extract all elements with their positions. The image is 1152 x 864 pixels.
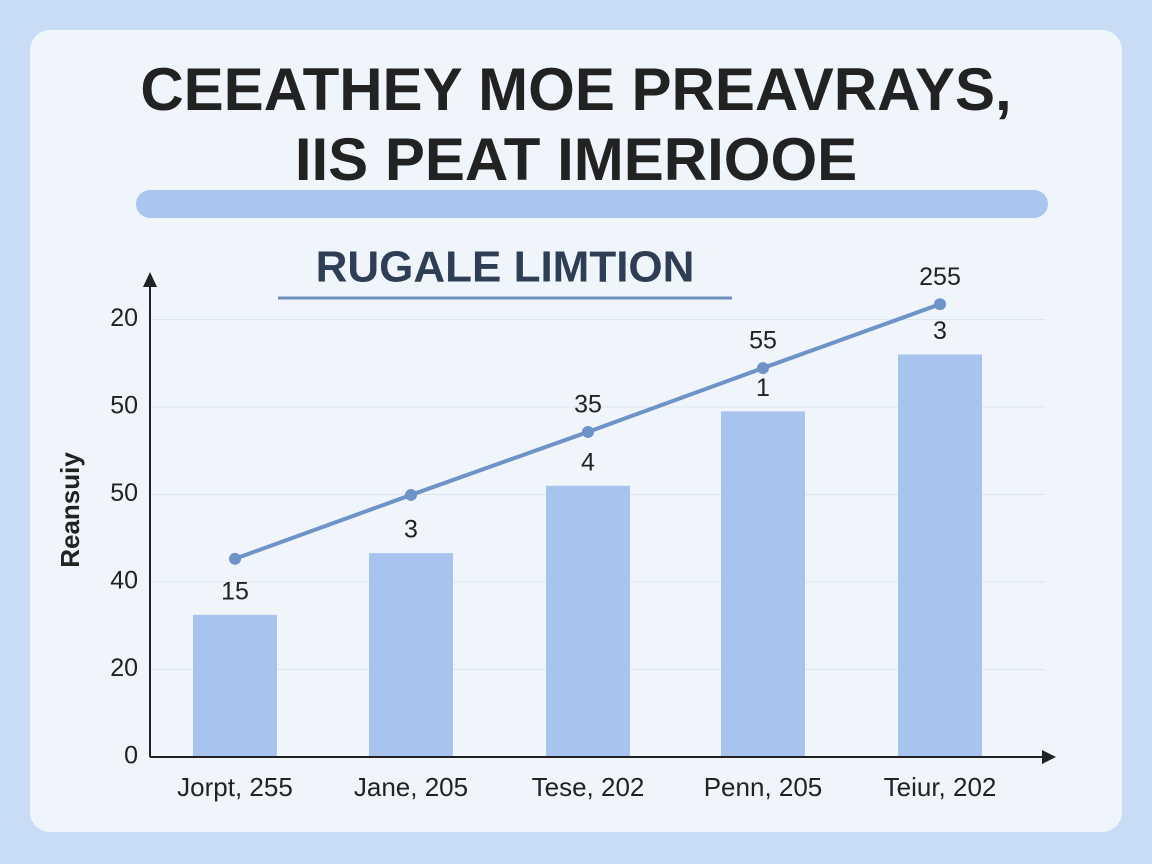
data-label: 35 [574, 391, 602, 419]
line-point [934, 298, 946, 311]
y-tick-label: 50 [110, 479, 138, 507]
line-point [757, 362, 769, 375]
chart-title: IIS PEAT IMERIOOE [295, 126, 857, 193]
y-axis-label: Reansuiy [55, 452, 85, 568]
data-label: 3 [933, 317, 947, 345]
line-point [582, 425, 594, 438]
data-label: 15 [221, 577, 249, 605]
data-label: 1 [756, 374, 770, 402]
line-point [405, 488, 417, 501]
data-label: 255 [919, 263, 961, 291]
x-axis-arrow [1042, 750, 1056, 764]
bar [721, 411, 805, 757]
title-bar [136, 190, 1048, 218]
y-tick-label: 20 [110, 654, 138, 682]
bar [546, 485, 630, 757]
x-tick-label: Penn, 205 [704, 772, 823, 802]
x-tick-label: Jorpt, 255 [177, 772, 293, 802]
chart-subtitle: RUGALE LIMTION [316, 243, 695, 292]
x-tick-label: Tese, 202 [532, 772, 645, 802]
y-tick-label: 40 [110, 567, 138, 595]
bar [193, 614, 277, 757]
x-tick-label: Jane, 205 [354, 772, 468, 802]
y-tick-label: 20 [110, 304, 138, 332]
data-label: 3 [404, 516, 418, 544]
y-tick-label: 0 [124, 742, 138, 770]
chart-title: CEEATHEY MOE PREAVRAYS, [140, 56, 1011, 123]
bar [898, 354, 982, 757]
plot: 0 20 40 50 50 20 Jorpt, 255 Jane, 205 Tese, 202 P… [110, 263, 1045, 802]
bar [369, 553, 453, 757]
line-point [229, 552, 241, 565]
x-tick-label: Teiur, 202 [884, 772, 997, 802]
y-tick-label: 50 [110, 392, 138, 420]
data-label: 4 [581, 448, 595, 476]
data-label: 55 [749, 327, 777, 355]
card [30, 30, 1122, 832]
y-axis-arrow [143, 272, 157, 287]
